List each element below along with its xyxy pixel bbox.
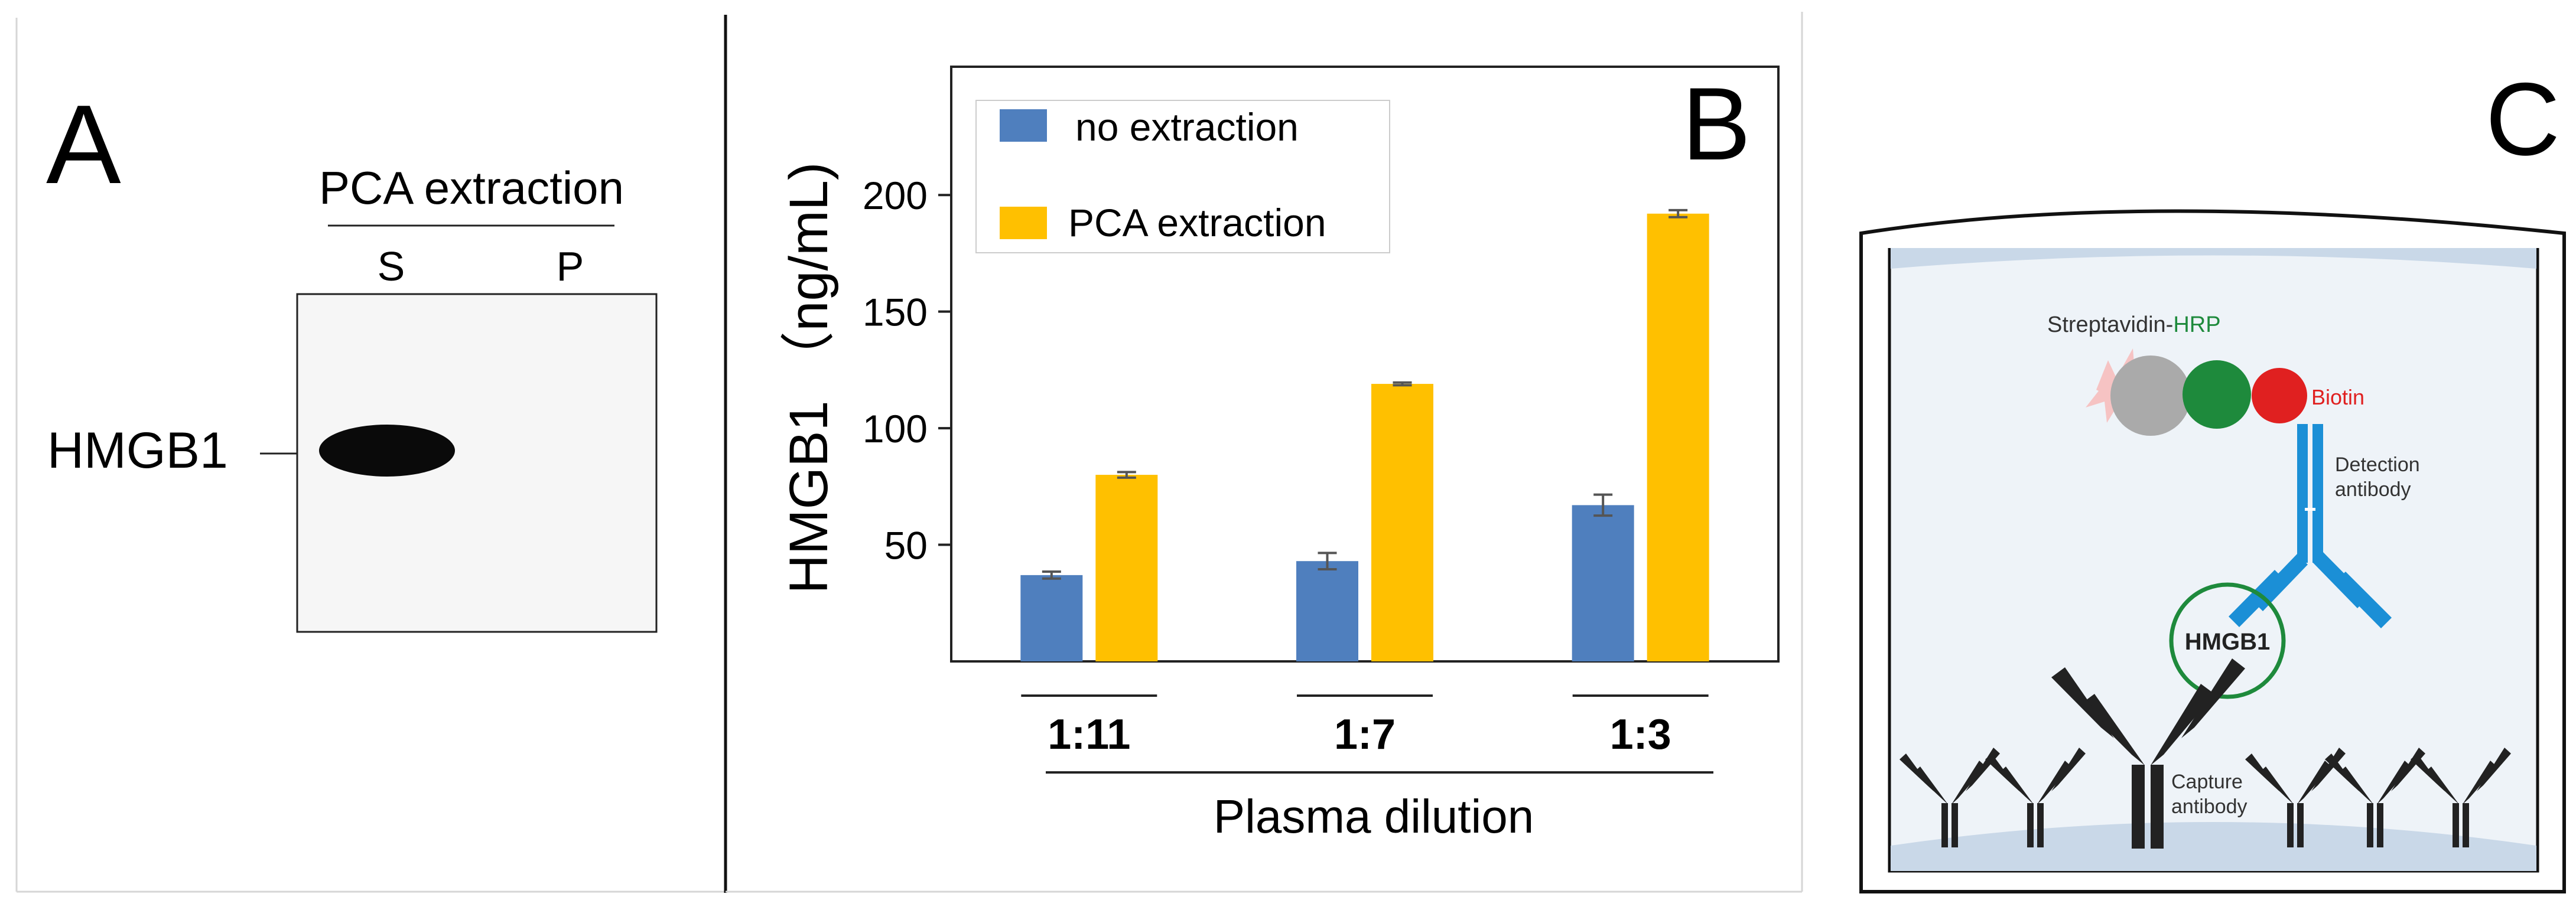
bar-pca_extraction-1 bbox=[1371, 384, 1433, 661]
coated-antibody-stem-left bbox=[1941, 803, 1948, 847]
hmgb1-antigen-circle bbox=[2169, 582, 2286, 699]
x-category-labels: 1:11 1:7 1:3 bbox=[1021, 694, 1709, 758]
capture-antibody-stem-right bbox=[2151, 765, 2164, 849]
lane-label-p: P bbox=[557, 243, 584, 289]
well-bottom-coating bbox=[1891, 822, 2536, 871]
panel-c-letter: C bbox=[2486, 62, 2560, 177]
coated-antibody-light-left bbox=[1900, 754, 1934, 791]
coated-antibody-light-left bbox=[1985, 754, 2019, 791]
detection-antibody-light-chain-right bbox=[2335, 572, 2392, 628]
detection-antibody-hinge-bond bbox=[2305, 508, 2315, 511]
liquid-surface bbox=[1891, 248, 2536, 269]
biotin-label: Biotin bbox=[2311, 385, 2364, 409]
lane-label-s: S bbox=[378, 243, 405, 289]
coated-antibody-1 bbox=[1985, 748, 2086, 847]
band-label: HMGB1 bbox=[47, 422, 228, 479]
streptavidin-hrp-label: Streptavidin-HRP bbox=[2047, 312, 2221, 337]
coated-antibody-stem-right bbox=[2463, 803, 2469, 847]
y-tick-label-150: 150 bbox=[863, 291, 928, 334]
panel-a: A PCA extraction S P HMGB1 bbox=[46, 82, 658, 633]
blot-header: PCA extraction bbox=[319, 162, 624, 214]
y-axis-ticks: 50 100 150 200 bbox=[863, 174, 951, 567]
detection-antibody-light-chain-left bbox=[2229, 570, 2285, 627]
y-tick-label-200: 200 bbox=[863, 174, 928, 217]
streptavidin-label: Streptavidin- bbox=[2047, 312, 2173, 337]
biotin-sphere bbox=[2252, 368, 2307, 423]
error-bars bbox=[1042, 208, 1688, 580]
capture-antibody bbox=[2051, 658, 2245, 849]
detection-antibody-heavy-chain-left bbox=[2297, 424, 2308, 563]
capture-antibody-label-2: antibody bbox=[2171, 795, 2248, 818]
legend-swatch-no-extraction bbox=[1000, 109, 1047, 142]
coated-antibody-arm-right bbox=[2377, 761, 2411, 804]
category-label-2: 1:3 bbox=[1610, 711, 1671, 758]
hmgb1-band bbox=[319, 425, 455, 477]
coated-antibody-light-right bbox=[2477, 748, 2511, 791]
coated-antibody-light-left bbox=[2325, 754, 2359, 791]
detection-antibody-heavy-chain-right bbox=[2312, 424, 2323, 563]
coated-antibody-light-right bbox=[2051, 748, 2086, 791]
bar-no_extraction-2 bbox=[1572, 505, 1634, 661]
panel-c-diagram: C Streptavidin-HRP Biotin Detection anti… bbox=[1859, 62, 2566, 893]
legend-label-pca-extraction: PCA extraction bbox=[1068, 201, 1326, 244]
category-label-0: 1:11 bbox=[1048, 711, 1130, 758]
y-tick-label-50: 50 bbox=[884, 524, 928, 567]
capture-antibody-light-chain-left bbox=[2051, 667, 2114, 738]
coated-antibody-stem-left bbox=[2287, 803, 2294, 847]
hrp-label: HRP bbox=[2173, 312, 2220, 337]
bar-no_extraction-1 bbox=[1296, 561, 1358, 661]
panel-a-letter: A bbox=[46, 82, 121, 207]
capture-antibody-arm-left bbox=[2081, 694, 2145, 765]
coated-antibodies bbox=[1900, 748, 2511, 847]
coated-antibody-stem-left bbox=[2027, 803, 2034, 847]
capture-antibody-stem-left bbox=[2132, 765, 2145, 849]
coated-antibody-4 bbox=[2411, 748, 2511, 847]
coated-antibody-stem-right bbox=[2377, 803, 2383, 847]
coated-antibody-light-right bbox=[2311, 748, 2346, 791]
coated-antibody-arm-right bbox=[2037, 761, 2071, 804]
capture-antibody-light-chain-right bbox=[2181, 658, 2245, 738]
bar-pca_extraction-2 bbox=[1647, 213, 1709, 662]
coated-antibody-light-left bbox=[2411, 754, 2445, 791]
detection-antibody-label-1: Detection bbox=[2335, 454, 2420, 476]
hmgb1-antigen-label: HMGB1 bbox=[2185, 629, 2270, 655]
x-axis-label: Plasma dilution bbox=[1214, 790, 1534, 843]
panel-b-chart: B HMGB1 （ng/mL) 50 100 150 200 1:11 1:7 1:3 P… bbox=[779, 66, 1780, 843]
coated-antibody-2 bbox=[2245, 748, 2346, 847]
coated-antibody-arm-right bbox=[2463, 761, 2497, 804]
capture-antibody-arm-right bbox=[2151, 684, 2214, 765]
bars bbox=[1020, 213, 1709, 662]
hrp-sphere bbox=[2110, 355, 2191, 436]
legend: no extraction PCA extraction bbox=[975, 100, 1390, 253]
bar-pca_extraction-0 bbox=[1095, 475, 1158, 661]
coated-antibody-arm-right bbox=[2297, 761, 2331, 804]
panel-b-letter: B bbox=[1682, 67, 1751, 182]
detection-antibody-label-2: antibody bbox=[2335, 478, 2411, 501]
bar-no_extraction-0 bbox=[1020, 575, 1083, 661]
coated-antibody-stem-left bbox=[2453, 803, 2459, 847]
coated-antibody-arm-right bbox=[1951, 761, 1986, 804]
y-axis-label: HMGB1 （ng/mL) bbox=[779, 162, 839, 593]
coated-antibody-stem-right bbox=[1951, 803, 1958, 847]
legend-label-no-extraction: no extraction bbox=[1075, 105, 1299, 149]
coated-antibody-light-left bbox=[2245, 754, 2279, 791]
coated-antibody-stem-right bbox=[2297, 803, 2304, 847]
y-tick-label-100: 100 bbox=[863, 407, 928, 451]
streptavidin-sphere bbox=[2183, 360, 2251, 429]
category-label-1: 1:7 bbox=[1334, 711, 1396, 758]
coated-antibody-stem-left bbox=[2367, 803, 2373, 847]
detection-antibody bbox=[2229, 424, 2392, 628]
coated-antibody-stem-right bbox=[2037, 803, 2044, 847]
legend-swatch-pca-extraction bbox=[1000, 207, 1047, 239]
capture-antibody-label-1: Capture bbox=[2171, 771, 2243, 793]
